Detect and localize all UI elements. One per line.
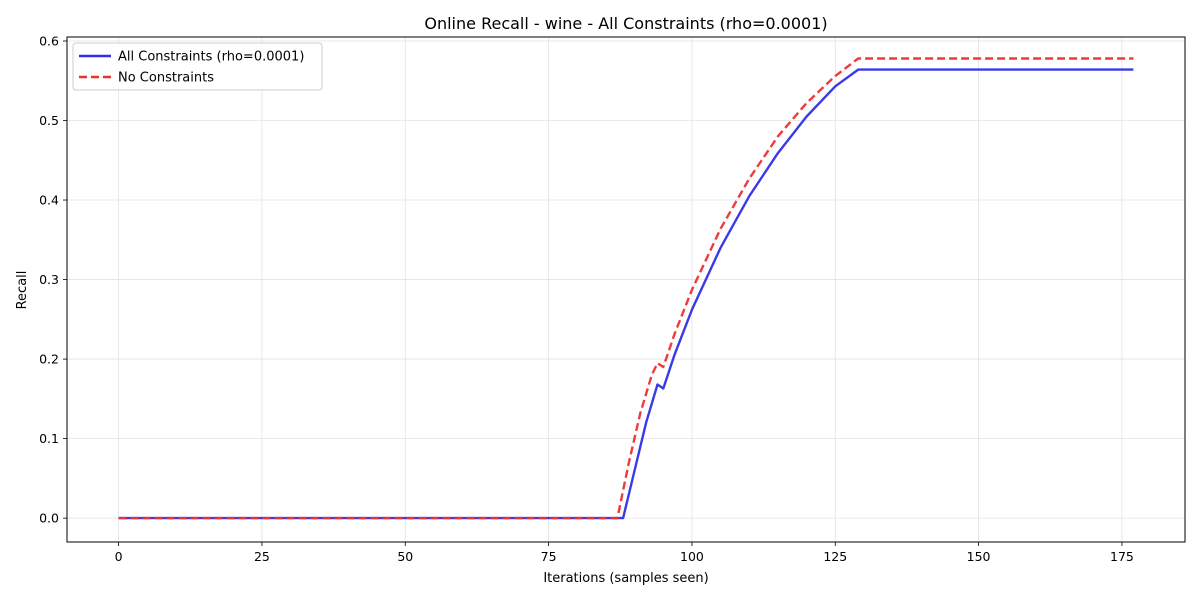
- ticks: 0 25 50 75 100 125 150 175 0.0 0.1 0.2 0.3 0.4 0.5 0.6: [39, 33, 1134, 564]
- series-line-2: [118, 57, 1134, 520]
- x-tick-label: 125: [823, 549, 847, 564]
- y-axis-label: Recall: [15, 271, 30, 310]
- chart-title: Online Recall - wine - All Constraints (…: [424, 14, 827, 33]
- y-tick-label: 0.5: [39, 113, 59, 128]
- legend-box: [72, 42, 323, 91]
- plot-frame: [66, 36, 1186, 543]
- legend-label-1: All Constraints (rho=0.0001): [118, 50, 304, 65]
- y-tick-label: 0.0: [39, 511, 59, 526]
- legend-label-2: No Constraints: [118, 71, 214, 86]
- y-tick-label: 0.4: [39, 193, 59, 208]
- series-layer: [118, 57, 1134, 520]
- y-tick-label: 0.3: [39, 272, 59, 287]
- x-tick-label: 150: [967, 549, 991, 564]
- x-tick-label: 100: [680, 549, 704, 564]
- x-tick-label: 75: [541, 549, 557, 564]
- y-tick-label: 0.2: [39, 352, 59, 367]
- x-tick-label: 50: [397, 549, 413, 564]
- x-tick-label: 175: [1110, 549, 1134, 564]
- y-tick-label: 0.6: [39, 33, 59, 48]
- x-tick-label: 0: [115, 549, 123, 564]
- x-tick-label: 25: [254, 549, 270, 564]
- series-line-1: [118, 68, 1134, 520]
- x-axis-label: Iterations (samples seen): [543, 571, 708, 586]
- legend: All Constraints (rho=0.0001) No Constrain…: [72, 42, 323, 91]
- y-tick-label: 0.1: [39, 431, 59, 446]
